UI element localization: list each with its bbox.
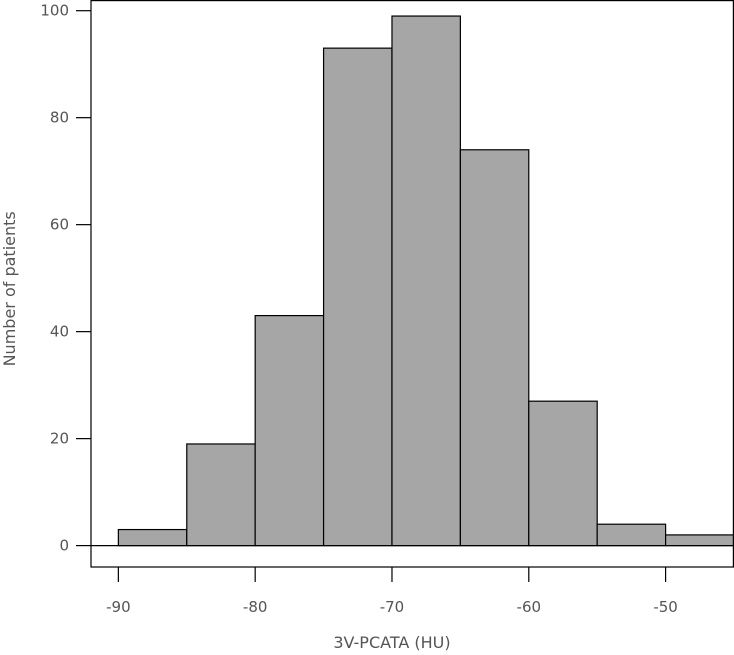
plot-frame [90, 0, 734, 568]
histogram-bar [186, 443, 256, 547]
histogram-bar [528, 400, 598, 547]
histogram-bar [596, 523, 667, 547]
y-tick-label: 80 [50, 109, 69, 127]
x-axis: -90 -80 -70 -60 -50 [106, 567, 678, 616]
y-tick-label: 100 [40, 2, 69, 20]
bars [117, 15, 734, 547]
histogram-bar [391, 15, 461, 547]
y-tick-label: 40 [50, 323, 69, 341]
histogram-bar [117, 528, 188, 547]
x-tick-label: -50 [653, 598, 678, 616]
x-axis-title: 3V-PCATA (HU) [333, 633, 450, 652]
histogram-bar [322, 47, 393, 547]
histogram-bar [459, 149, 530, 547]
y-tick-label: 0 [59, 537, 69, 555]
y-axis-title: Number of patients [0, 211, 19, 366]
x-tick-label: -70 [380, 598, 405, 616]
x-tick-label: -80 [243, 598, 268, 616]
y-axis: 0 20 40 60 80 100 [40, 2, 91, 555]
y-tick-label: 60 [50, 216, 69, 234]
histogram-bar [254, 314, 325, 547]
x-tick-label: -60 [517, 598, 542, 616]
y-tick-label: 20 [50, 430, 69, 448]
histogram-bar [664, 534, 734, 547]
x-tick-label: -90 [106, 598, 131, 616]
